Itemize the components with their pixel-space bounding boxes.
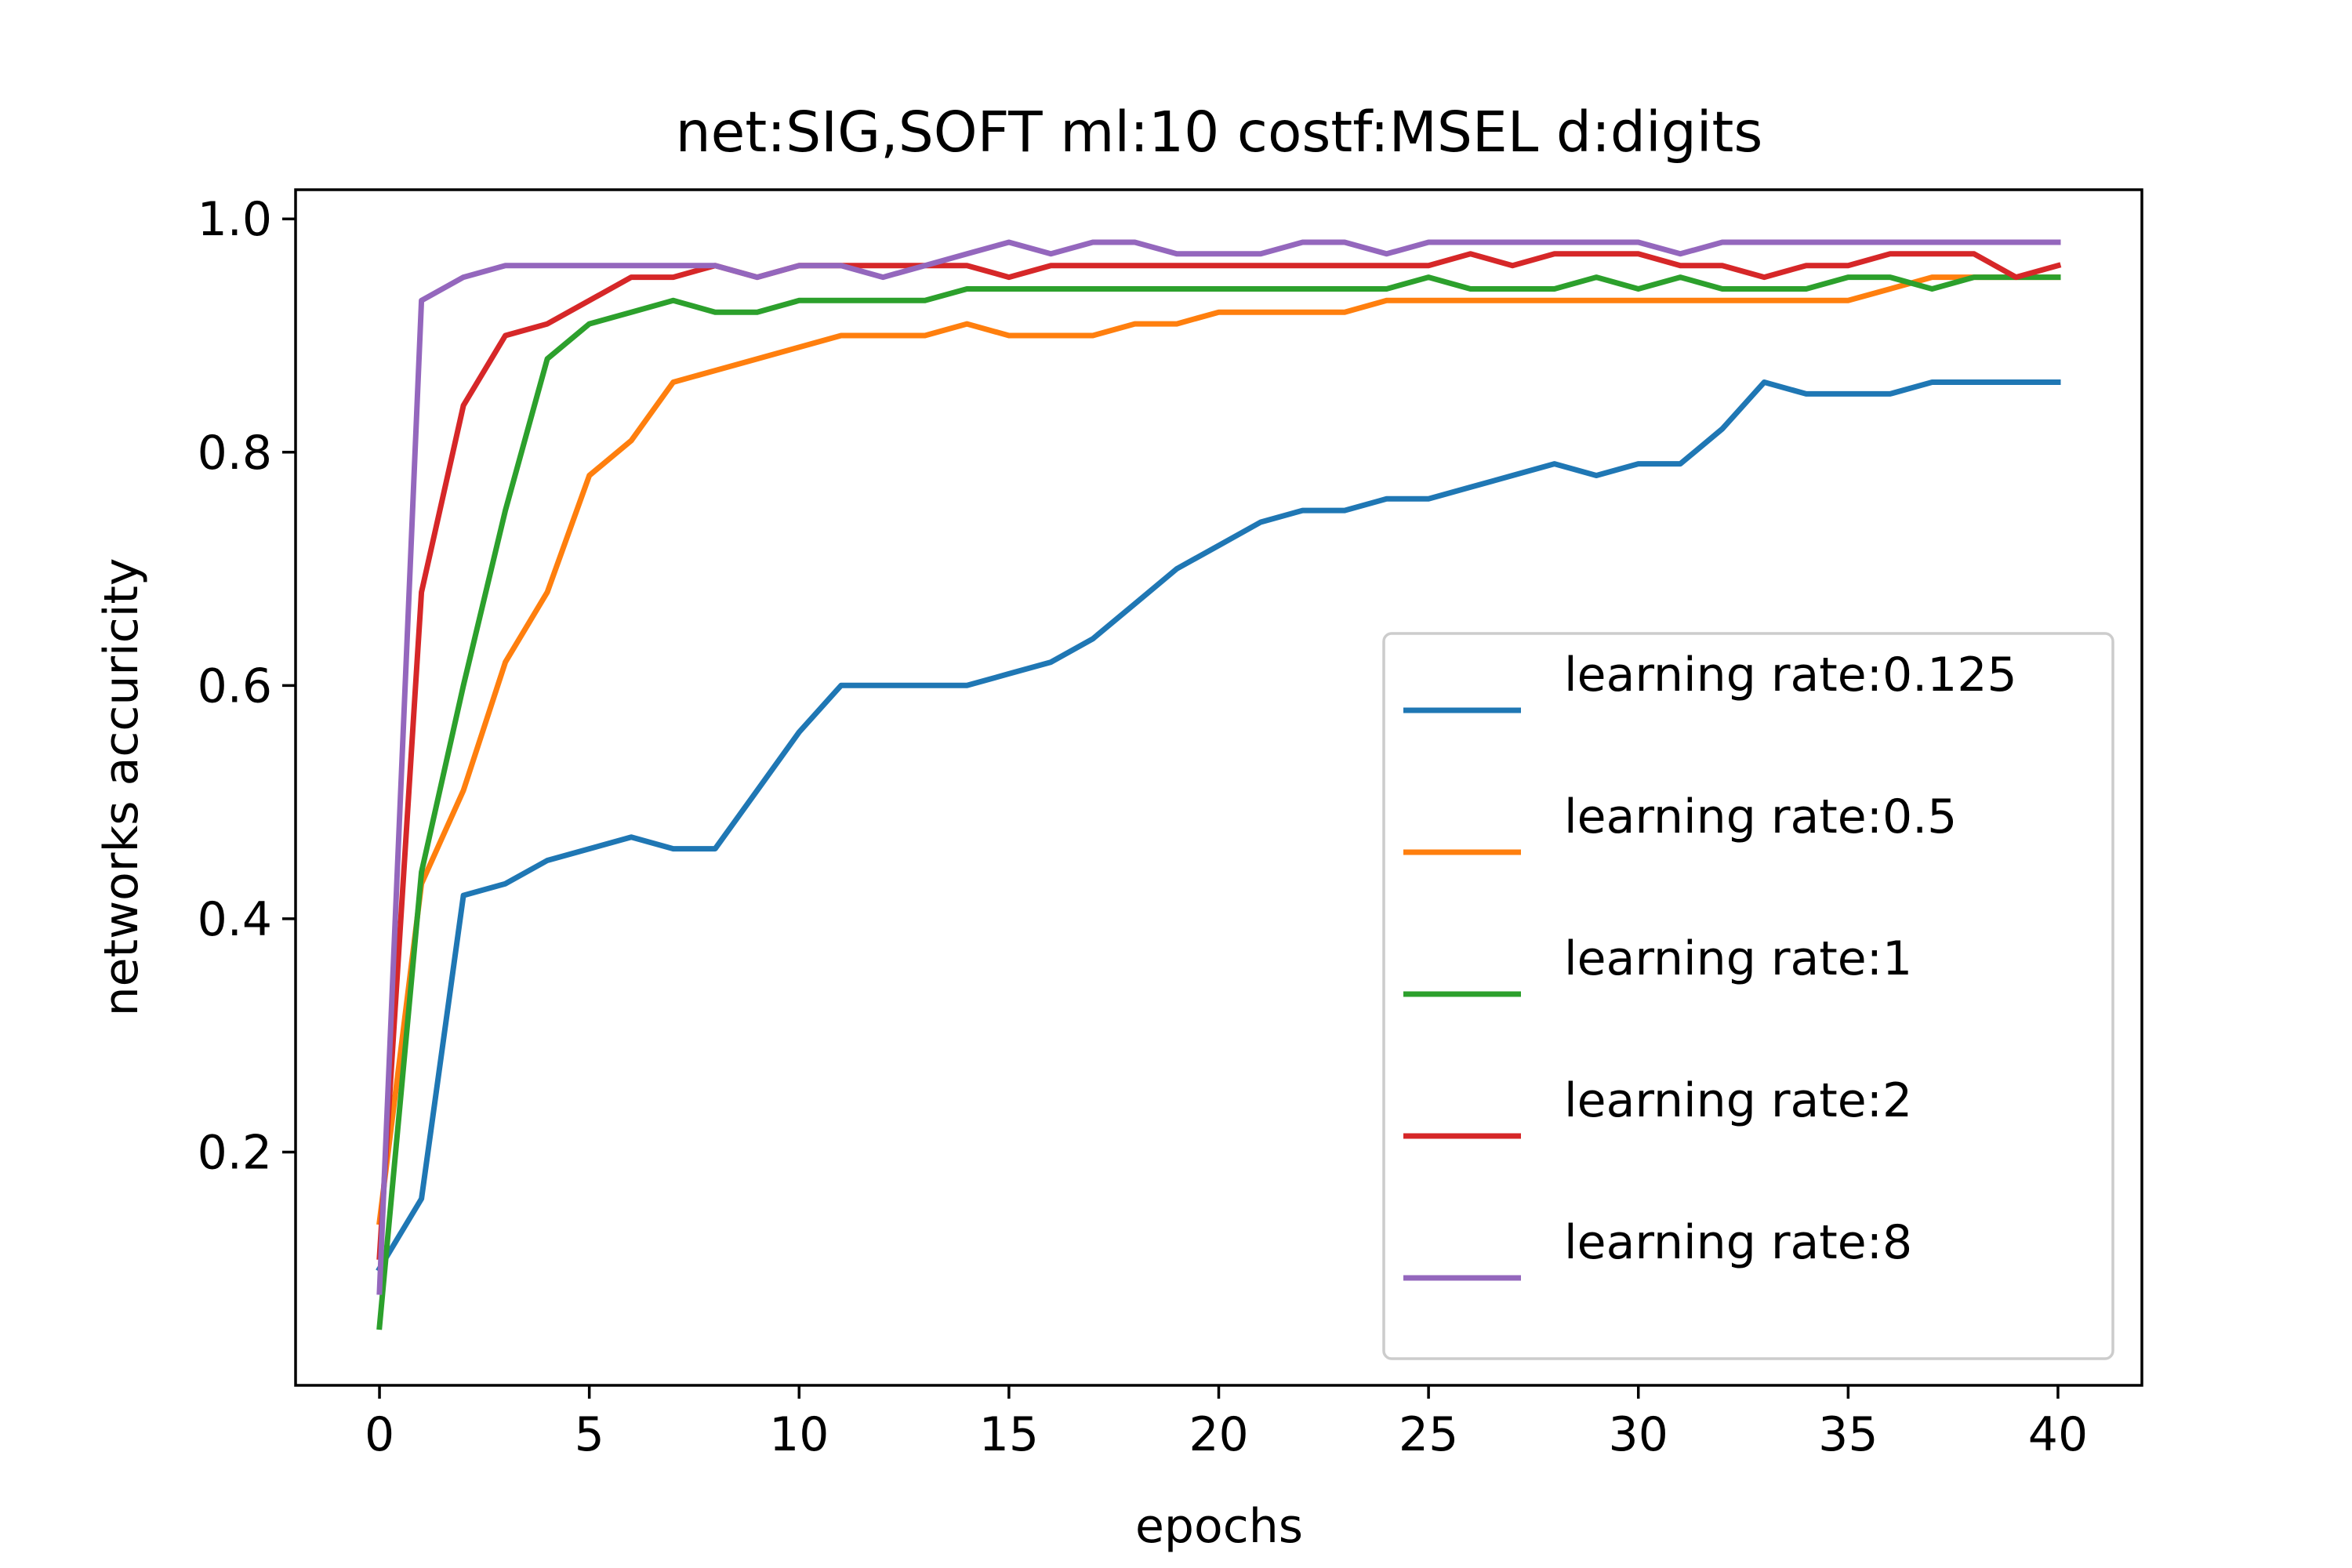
legend-label: learning rate:2 [1564,1073,1912,1128]
series-line-4 [376,239,2061,1295]
x-axis: 0 5 10 15 20 25 30 35 40 [365,1385,2088,1462]
series-layer [376,239,2062,1330]
y-tick-label: 0.2 [198,1125,272,1180]
x-tick-label: 30 [1609,1407,1668,1462]
legend-box [1382,632,2114,1360]
series-line-0 [376,379,2061,1273]
legend: learning rate:0.125 learning rate:0.5 lear… [1382,632,2114,1360]
y-axis-label: networks accuricity [94,558,149,1017]
x-tick-label: 40 [2028,1407,2088,1462]
series-line-1 [376,274,2061,1225]
x-tick-label: 20 [1189,1407,1248,1462]
y-tick-label: 1.0 [198,192,272,247]
legend-label: learning rate:1 [1564,931,1912,986]
y-tick-label: 0.8 [198,426,272,481]
legend-label: learning rate:0.5 [1564,789,1957,844]
legend-label: learning rate:0.125 [1564,648,2017,702]
x-tick-label: 10 [769,1407,829,1462]
y-tick-label: 0.6 [198,659,272,713]
y-tick-label: 0.4 [198,892,272,947]
x-tick-label: 5 [575,1407,604,1462]
x-axis-label: epochs [1135,1499,1303,1554]
series-line-2 [376,274,2061,1330]
x-tick-label: 25 [1399,1407,1458,1462]
x-tick-label: 15 [979,1407,1039,1462]
chart-title: net:SIG,SOFT ml:10 costf:MSEL d:digits [676,100,1763,165]
legend-label: learning rate:8 [1564,1215,1912,1270]
x-tick-label: 35 [1818,1407,1878,1462]
y-axis: 0.2 0.4 0.6 0.8 1.0 [198,192,296,1180]
series-line-3 [376,251,2062,1261]
x-tick-label: 0 [365,1407,394,1462]
